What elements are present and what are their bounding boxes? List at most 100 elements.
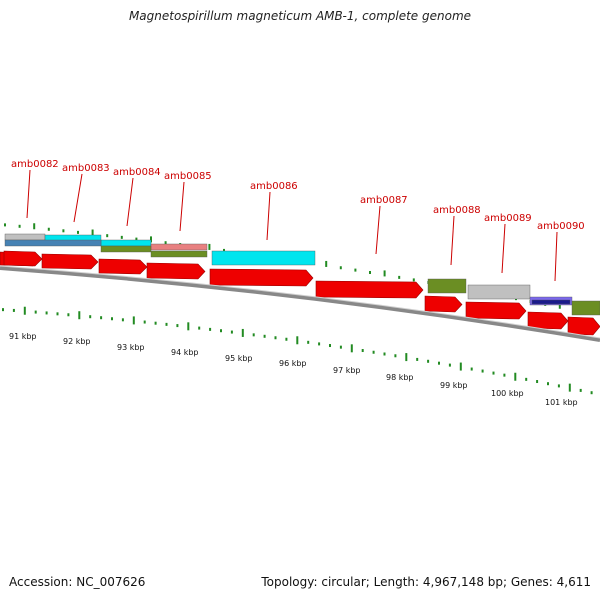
tick-mark: [47, 227, 50, 231]
gene-label-amb0090[interactable]: amb0090: [537, 221, 585, 232]
scale-tick: [590, 391, 593, 395]
scale-tick: [67, 313, 70, 317]
cds-arrow[interactable]: [527, 311, 569, 330]
cds-arrow[interactable]: [424, 295, 463, 313]
scale-tick: [165, 322, 168, 326]
scale-tick: [143, 320, 146, 324]
gene-label-amb0089[interactable]: amb0089: [484, 213, 532, 224]
scale-tick: [198, 326, 201, 330]
accession-text: Accession: NC_007626: [9, 575, 146, 589]
scale-tick: [547, 382, 549, 386]
tick-mark: [91, 229, 94, 236]
feature-bar-olive[interactable]: [150, 250, 208, 258]
tick-mark: [369, 270, 371, 274]
gene-pointer: [126, 177, 134, 227]
feature-bar-grey[interactable]: [467, 284, 531, 300]
scale-tick: [525, 377, 528, 381]
tick-mark: [33, 223, 36, 230]
scale-label-99: 99 kbp: [440, 381, 468, 390]
scale-label-97: 97 kbp: [333, 366, 361, 375]
cds-arrow[interactable]: [209, 268, 314, 287]
scale-label-100: 100 kbp: [491, 389, 524, 398]
scale-tick: [329, 344, 331, 348]
tick-mark: [106, 234, 109, 238]
scale-tick: [405, 353, 408, 362]
gene-label-amb0082[interactable]: amb0082: [11, 159, 59, 170]
feature-bar-navy[interactable]: [531, 299, 571, 305]
scale-tick: [296, 336, 299, 345]
gene-pointer: [375, 205, 381, 255]
scale-tick: [438, 361, 440, 365]
scale-tick: [12, 308, 15, 312]
tick-mark: [558, 302, 561, 309]
gene-pointer: [450, 215, 455, 266]
cds-arrow[interactable]: [567, 316, 600, 336]
genome-summary: Topology: circular; Length: 4,967,148 bp…: [261, 575, 591, 589]
tick-mark: [135, 237, 138, 241]
scale-labels: 91 kbp 92 kbp 93 kbp 94 kbp 95 kbp 96 kb…: [9, 332, 578, 407]
feature-bar-grey[interactable]: [4, 233, 46, 241]
tick-mark: [325, 260, 328, 267]
scale-tick: [2, 308, 4, 312]
scale-tick: [416, 357, 419, 361]
tick-mark: [120, 235, 123, 239]
scale-tick: [361, 349, 364, 353]
scale-tick: [241, 328, 244, 337]
feature-bar-blue[interactable]: [4, 239, 102, 247]
tick-mark: [398, 275, 401, 279]
feature-bar-olive[interactable]: [100, 245, 152, 253]
scale-tick-track: [2, 306, 593, 395]
gene-pointer: [501, 223, 506, 274]
scale-tick: [481, 369, 484, 373]
scale-tick: [132, 316, 135, 325]
scale-tick: [187, 322, 190, 331]
scale-tick: [579, 388, 582, 392]
tick-mark: [62, 229, 65, 233]
gene-label-amb0086[interactable]: amb0086: [250, 181, 298, 192]
scale-tick: [394, 354, 397, 358]
scale-tick: [568, 383, 571, 392]
feature-bar-cyan-large[interactable]: [211, 250, 316, 266]
scale-tick: [23, 306, 26, 315]
cds-arrow[interactable]: [465, 301, 527, 320]
scale-tick: [34, 310, 37, 314]
cds-arrow[interactable]: [315, 280, 424, 299]
scale-tick: [252, 333, 255, 337]
tick-mark: [412, 278, 415, 282]
scale-tick: [230, 330, 233, 334]
scale-tick: [78, 311, 81, 320]
gene-label-amb0084[interactable]: amb0084: [113, 167, 161, 178]
gene-label-amb0085[interactable]: amb0085: [164, 171, 212, 182]
cds-arrow[interactable]: [146, 262, 206, 280]
gene-label-amb0087[interactable]: amb0087: [360, 195, 408, 206]
scale-label-98: 98 kbp: [386, 373, 414, 382]
gene-label-amb0088[interactable]: amb0088: [433, 205, 481, 216]
feature-bar-olive[interactable]: [427, 278, 467, 294]
scale-label-94: 94 kbp: [171, 348, 199, 357]
tick-mark: [223, 248, 225, 252]
tick-mark: [164, 241, 167, 245]
feature-bar-cyan[interactable]: [100, 239, 152, 247]
scale-label-91: 91 kbp: [9, 332, 37, 341]
scale-tick: [350, 344, 353, 353]
scale-tick: [318, 342, 321, 346]
scale-tick: [372, 350, 375, 354]
gene-labels: amb0082 amb0083 amb0084 amb0085 amb0086 …: [11, 159, 585, 282]
scale-label-95: 95 kbp: [225, 354, 253, 363]
feature-bar-salmon[interactable]: [150, 243, 208, 251]
tick-mark: [77, 230, 79, 234]
scale-tick: [427, 359, 430, 363]
feature-bar-olive[interactable]: [571, 300, 600, 316]
scale-label-93: 93 kbp: [117, 343, 145, 352]
gene-label-amb0083[interactable]: amb0083: [62, 163, 110, 174]
scale-tick: [285, 337, 288, 341]
scale-tick: [448, 363, 451, 367]
scale-tick: [100, 316, 103, 320]
tick-mark: [339, 266, 342, 270]
scale-tick: [492, 371, 495, 375]
cds-arrow[interactable]: [41, 253, 99, 270]
scale-tick: [383, 352, 386, 356]
cds-arrow[interactable]: [3, 250, 43, 267]
cds-arrow[interactable]: [98, 258, 148, 275]
